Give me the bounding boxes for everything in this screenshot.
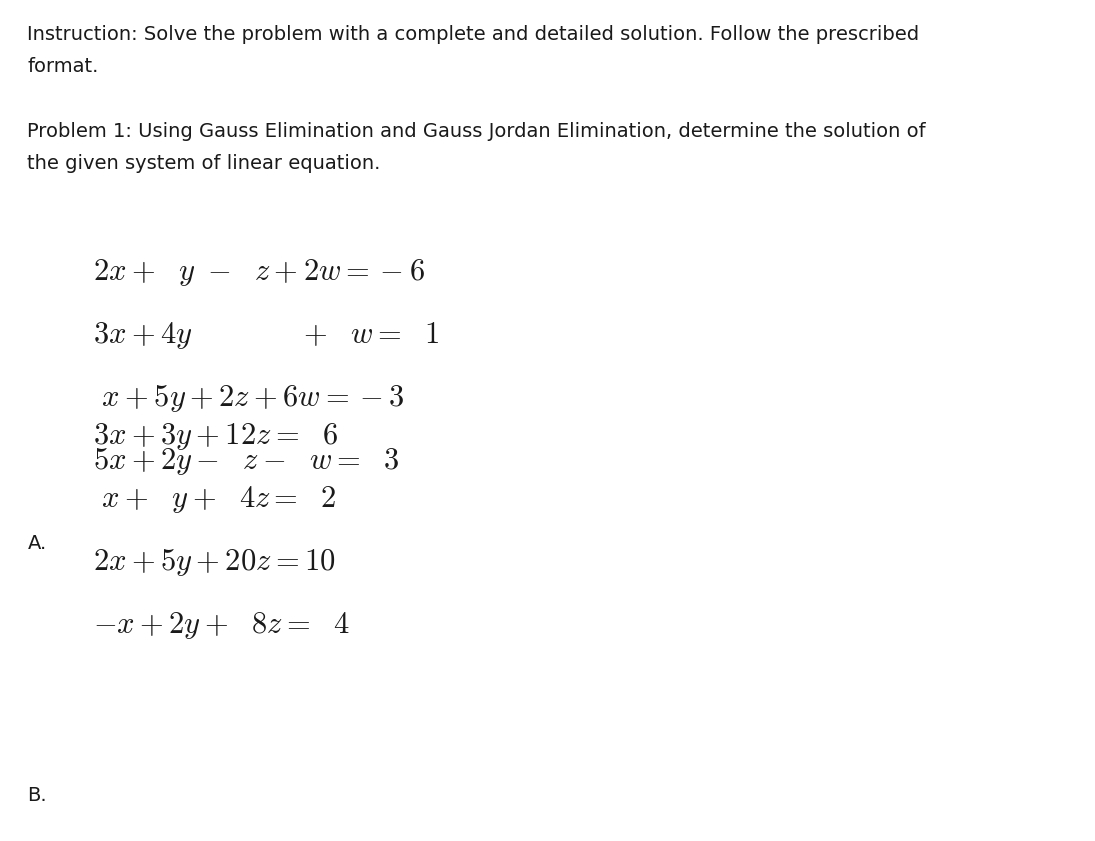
Text: $2x +\ \ y\ -\ \ z + 2w = -6$: $2x +\ \ y\ -\ \ z + 2w = -6$ <box>93 257 425 288</box>
Text: A.: A. <box>27 534 47 553</box>
Text: B.: B. <box>27 786 47 806</box>
Text: $\ x + 5y + 2z + 6w = -3$: $\ x + 5y + 2z + 6w = -3$ <box>93 383 404 414</box>
Text: the given system of linear equation.: the given system of linear equation. <box>27 154 381 173</box>
Text: Problem 1: Using Gauss Elimination and Gauss Jordan Elimination, determine the s: Problem 1: Using Gauss Elimination and G… <box>27 122 926 141</box>
Text: format.: format. <box>27 57 99 77</box>
Text: $3x + 4y \qquad\qquad +\ \ w =\ \ 1$: $3x + 4y \qquad\qquad +\ \ w =\ \ 1$ <box>93 320 439 351</box>
Text: $\ x +\ \ y +\ \ 4z =\ \ 2$: $\ x +\ \ y +\ \ 4z =\ \ 2$ <box>93 484 337 515</box>
Text: $5x + 2y -\ \ z -\ \ w =\ \ 3$: $5x + 2y -\ \ z -\ \ w =\ \ 3$ <box>93 446 400 477</box>
Text: $3x + 3y + 12z =\ \ 6$: $3x + 3y + 12z =\ \ 6$ <box>93 420 338 452</box>
Text: Instruction: Solve the problem with a complete and detailed solution. Follow the: Instruction: Solve the problem with a co… <box>27 25 920 45</box>
Text: $-x + 2y +\ \ 8z =\ \ 4$: $-x + 2y +\ \ 8z =\ \ 4$ <box>93 610 349 641</box>
Text: $2x + 5y + 20z = 10$: $2x + 5y + 20z = 10$ <box>93 547 335 578</box>
